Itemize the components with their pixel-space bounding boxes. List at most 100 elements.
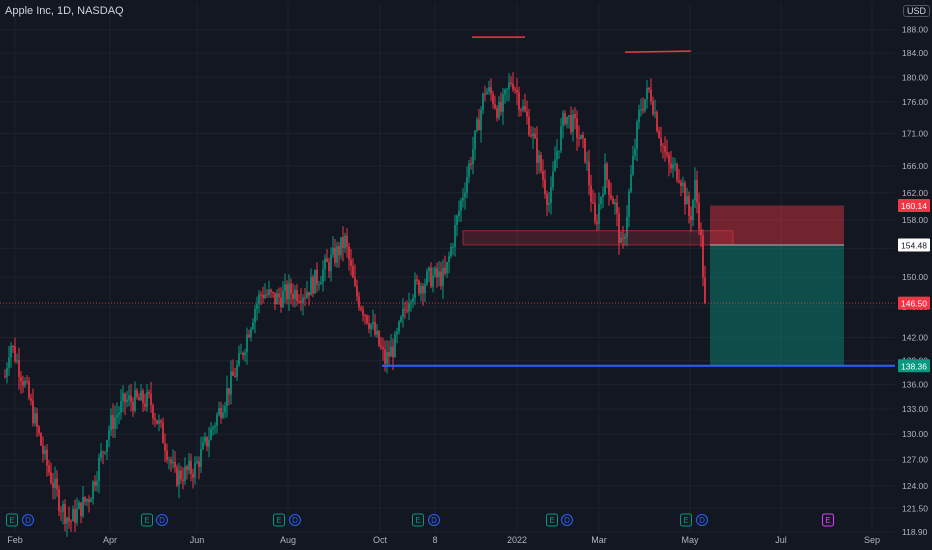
candle-body [296,289,298,301]
earnings-marker [6,513,18,527]
candle-body [30,398,32,401]
candle-body [380,345,382,348]
x-tick-label: Mar [591,535,607,545]
candle-body [346,235,348,247]
candle-body [62,503,64,512]
candle-body [224,405,226,413]
candle-body [702,235,704,278]
candle-body [290,283,292,294]
candle-body [360,307,362,310]
candle-body [252,322,254,329]
candle-body [24,380,26,386]
candle-body [188,460,190,471]
candle-body [496,108,498,118]
candle-body [576,118,578,138]
candle-body [424,284,426,294]
y-tick-label: 180.00 [902,72,928,82]
candle-body [316,269,318,285]
event-marker-label: D [431,516,437,525]
candle-body [592,202,594,204]
candle-body [144,403,146,407]
event-marker-label: D [25,516,31,525]
candle-body [562,113,564,127]
candle-body [218,408,220,416]
candle-body [636,122,638,149]
candle-body [414,279,416,299]
x-tick-label: Jun [190,535,205,545]
candle-body [598,204,600,224]
candle-body [626,216,628,237]
candle-body [38,426,40,434]
x-tick-label: Oct [373,535,388,545]
candle-body [236,364,238,377]
candle-body [148,391,150,394]
candle-body [454,224,456,247]
candle-body [22,381,24,386]
candle-body [6,367,8,377]
candle-body [190,460,192,474]
candle-body [226,388,228,406]
dividend-marker [22,514,34,526]
candle-body [256,303,258,309]
candle-body [90,499,92,503]
candle-body [516,89,518,93]
event-marker-label: E [276,516,281,525]
candle-body [306,291,308,298]
candle-body [392,346,394,358]
candle-body [656,112,658,132]
event-marker-label: E [549,516,554,525]
candle-body [544,179,546,195]
candle-body [408,303,410,312]
y-tick-label: 158.00 [902,215,928,225]
candle-body [114,417,116,430]
candle-body [528,116,530,135]
candle-body [436,268,438,277]
resistance-line-2 [624,50,692,53]
candle-body [168,459,170,461]
earnings-marker [680,513,692,527]
candle-body [206,436,208,447]
candle-body [76,508,78,523]
candle-body [632,156,634,175]
event-marker-label: D [292,516,298,525]
candle-body [32,400,34,424]
price-label-text: 160.14 [901,201,927,211]
candle-body [520,109,522,111]
candle-body [120,401,122,413]
candle-body [478,119,480,131]
candle-body [536,138,538,164]
candle-body [352,265,354,278]
candle-body [164,443,166,451]
candle-body [308,291,310,296]
position-stop-area [710,205,844,245]
candle-body [374,322,376,335]
candle-body [568,115,570,117]
candle-body [184,466,186,482]
candle-body [446,261,448,274]
y-tick-label: 142.00 [902,332,928,342]
candle-body [156,420,158,424]
candle-body [170,459,172,464]
earnings-marker [412,513,424,527]
candle-body [678,180,680,183]
candle-body [546,194,548,205]
dividend-marker [561,514,573,526]
support-zone-rectangle [462,230,734,246]
candle-body [204,436,206,443]
currency-button[interactable]: USD [903,5,931,17]
candle-body [594,202,596,222]
candle-body [438,271,440,277]
candle-body [372,322,374,325]
candle-body [330,254,332,272]
candle-body [350,259,352,266]
candle-body [484,93,486,95]
candle-body [398,321,400,332]
price-label-box [898,238,930,252]
candle-body [588,161,590,186]
candle-body [12,345,14,347]
candle-body [88,499,90,503]
candle-body [336,246,338,263]
candle-body [682,183,684,186]
